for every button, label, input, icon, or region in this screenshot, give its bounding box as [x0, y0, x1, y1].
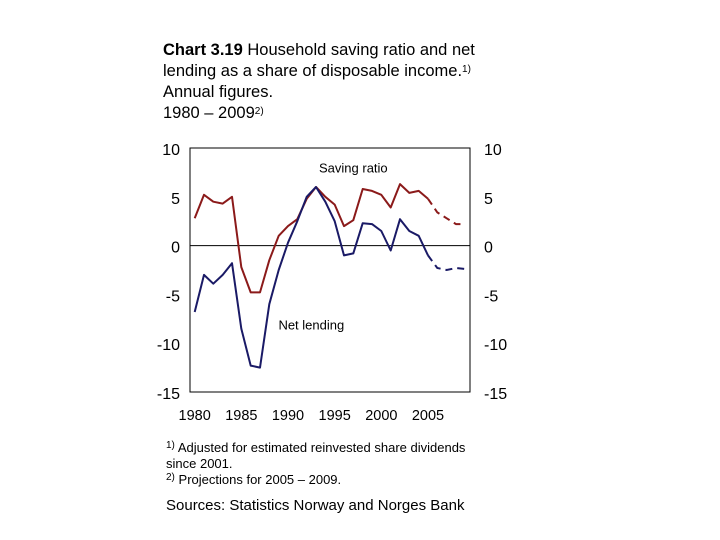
footnote-1: 1) Adjusted for estimated reinvested sha…: [166, 440, 526, 472]
x-tick-label: 2005: [412, 408, 444, 424]
y-tick-label-left: 10: [162, 142, 180, 159]
chart-series: [193, 183, 466, 369]
y-tick-label-right: -10: [484, 337, 507, 354]
title-footnote-mark-1: 1): [462, 64, 471, 75]
y-tick-label-left: 5: [171, 191, 180, 208]
footnote-2-text: Projections for 2005 – 2009.: [178, 472, 342, 487]
saving-ratio-line: [193, 183, 429, 294]
footnote-2-mark: 2): [166, 472, 175, 483]
footnote-1-text-cont: since 2001.: [166, 456, 233, 471]
y-tick-label-left: -5: [166, 288, 180, 305]
title-line-2: lending as a share of disposable income.: [163, 62, 463, 80]
x-tick-label: 2000: [365, 408, 397, 424]
footnote-2: 2) Projections for 2005 – 2009.: [166, 472, 526, 488]
x-tick-label: 1990: [272, 408, 304, 424]
title-line-1: Household saving ratio and net: [247, 41, 475, 59]
x-tick-label: 1995: [319, 408, 351, 424]
plot-frame: [189, 147, 471, 393]
net-lending-projection-line: [427, 254, 466, 272]
title-footnote-mark-2: 2): [254, 106, 264, 117]
y-tick-label-right: 0: [484, 240, 493, 257]
y-tick-label-left: 0: [171, 240, 180, 257]
series-annotation: Saving ratio: [319, 160, 388, 175]
source-note: Sources: Statistics Norway and Norges Ba…: [166, 497, 465, 514]
series-annotation: Net lending: [278, 318, 344, 333]
y-tick-label-right: 5: [484, 191, 493, 208]
chart-title: Chart 3.19 Household saving ratio and ne…: [163, 40, 563, 124]
y-tick-label-right: 10: [484, 142, 502, 159]
x-tick-label: 1980: [179, 408, 211, 424]
net-lending-line: [193, 186, 429, 369]
saving-ratio-projection-line: [427, 198, 466, 226]
title-line-4: 1980 – 2009: [163, 104, 255, 122]
footnote-1-mark: 1): [166, 440, 175, 451]
y-tick-label-right: -15: [484, 386, 507, 403]
chart-labels: 10 10 5 5 0 0 -5 -5 -10 -10 -15 -15 1980 1985 1990 1995…: [157, 142, 507, 424]
x-tick-label: 1985: [225, 408, 257, 424]
y-tick-label-left: -10: [157, 337, 180, 354]
title-line-3: Annual figures.: [163, 83, 274, 101]
chart-number: Chart 3.19: [163, 41, 243, 59]
footnote-1-text: Adjusted for estimated reinvested share …: [177, 440, 466, 455]
y-tick-label-left: -15: [157, 386, 180, 403]
y-tick-label-right: -5: [484, 288, 498, 305]
